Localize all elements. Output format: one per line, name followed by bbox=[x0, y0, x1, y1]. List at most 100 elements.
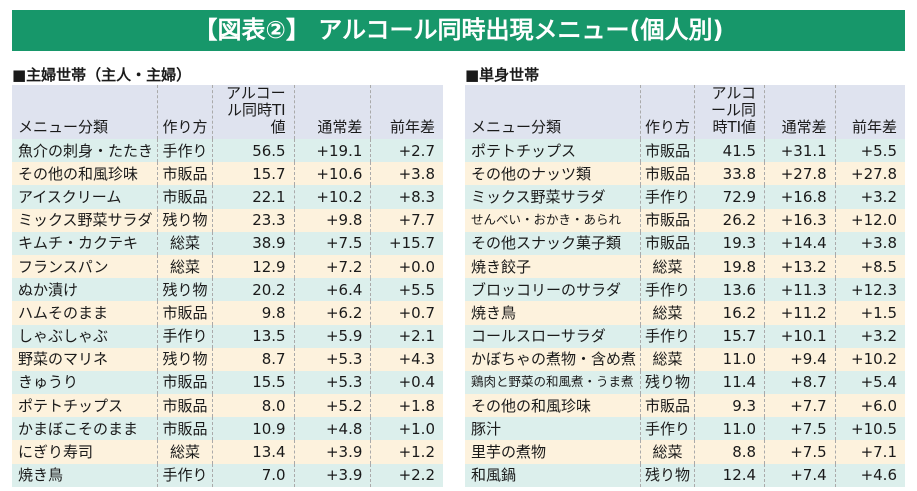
yoy-diff-cell: +5.5 bbox=[834, 139, 905, 163]
single-household-table: メニュー分類 作り方 アルコール同時TI値 通常差 前年差 ポテトチップス 市販品 41.5 +… bbox=[465, 85, 905, 487]
ti-value-cell: 12.4 bbox=[694, 463, 765, 487]
normal-diff-cell: +5.3 bbox=[293, 370, 371, 395]
yoy-diff-cell: +15.7 bbox=[370, 231, 443, 255]
yoy-diff-cell: +0.4 bbox=[370, 370, 443, 395]
ti-value-cell: 11.0 bbox=[694, 347, 765, 371]
column-header: 前年差 bbox=[834, 85, 905, 139]
normal-diff-cell: +9.8 bbox=[293, 208, 371, 232]
normal-diff-cell: +3.9 bbox=[293, 440, 371, 464]
table-row: 野菜のマリネ 残り物 8.7 +5.3 +4.3 bbox=[12, 347, 443, 371]
yoy-diff-cell: +10.2 bbox=[834, 347, 905, 371]
column-header: 通常差 bbox=[293, 85, 371, 139]
yoy-diff-cell: +0.7 bbox=[370, 301, 443, 325]
table-row: その他の和風珍味 市販品 9.3 +7.7 +6.0 bbox=[465, 394, 905, 418]
yoy-diff-cell: +3.2 bbox=[834, 185, 905, 209]
method-cell: 手作り bbox=[157, 139, 213, 163]
table-row: コールスローサラダ 手作り 15.7 +10.1 +3.2 bbox=[465, 324, 905, 348]
method-cell: 総菜 bbox=[640, 301, 695, 325]
ti-value-cell: 7.0 bbox=[211, 463, 295, 487]
table-row: ミックス野菜サラダ 残り物 23.3 +9.8 +7.7 bbox=[12, 208, 443, 232]
menu-name-cell: 野菜のマリネ bbox=[12, 347, 158, 371]
normal-diff-cell: +3.9 bbox=[293, 463, 371, 487]
menu-name-cell: 焼き餃子 bbox=[465, 254, 641, 279]
table-row: ポテトチップス 市販品 8.0 +5.2 +1.8 bbox=[12, 394, 443, 418]
table-row: アイスクリーム 市販品 22.1 +10.2 +8.3 bbox=[12, 185, 443, 209]
table-row: その他のナッツ類 市販品 33.8 +27.8 +27.8 bbox=[465, 162, 905, 186]
ti-value-cell: 16.2 bbox=[694, 301, 765, 325]
yoy-diff-cell: +27.8 bbox=[834, 162, 905, 186]
yoy-diff-cell: +1.8 bbox=[370, 394, 443, 418]
table-row: キムチ・カクテキ 総菜 38.9 +7.5 +15.7 bbox=[12, 231, 443, 255]
normal-diff-cell: +16.8 bbox=[764, 185, 836, 209]
normal-diff-cell: +31.1 bbox=[764, 139, 836, 163]
table-row: 鶏肉と野菜の和風煮・うま煮 残り物 11.4 +8.7 +5.4 bbox=[465, 370, 905, 395]
column-header: アルコール同時TI値 bbox=[211, 85, 295, 139]
housewife-household-table: メニュー分類 作り方 アルコール同時TI値 通常差 前年差 魚介の刺身・たたき 手作り 56.… bbox=[12, 85, 443, 487]
yoy-diff-cell: +1.0 bbox=[370, 417, 443, 441]
ti-value-cell: 9.8 bbox=[211, 301, 295, 325]
menu-name-cell: ハムそのまま bbox=[12, 301, 158, 325]
ti-value-cell: 72.9 bbox=[694, 185, 765, 209]
method-cell: 総菜 bbox=[157, 231, 213, 255]
method-cell: 手作り bbox=[640, 185, 695, 209]
column-header: 作り方 bbox=[157, 85, 213, 139]
yoy-diff-cell: +1.2 bbox=[370, 440, 443, 464]
normal-diff-cell: +6.2 bbox=[293, 301, 371, 325]
normal-diff-cell: +7.4 bbox=[764, 463, 836, 487]
ti-value-cell: 8.0 bbox=[211, 394, 295, 418]
method-cell: 市販品 bbox=[157, 162, 213, 186]
ti-value-cell: 11.0 bbox=[694, 417, 765, 441]
table-row: ハムそのまま 市販品 9.8 +6.2 +0.7 bbox=[12, 301, 443, 325]
ti-value-cell: 33.8 bbox=[694, 162, 765, 186]
menu-name-cell: その他の和風珍味 bbox=[465, 394, 641, 418]
menu-name-cell: せんべい・おかき・あられ bbox=[465, 208, 641, 232]
normal-diff-cell: +11.3 bbox=[764, 278, 836, 302]
table-row: 里芋の煮物 総菜 8.8 +7.5 +7.1 bbox=[465, 440, 905, 464]
menu-name-cell: 焼き鳥 bbox=[12, 463, 158, 487]
menu-name-cell: 里芋の煮物 bbox=[465, 440, 641, 464]
menu-name-cell: ブロッコリーのサラダ bbox=[465, 278, 641, 302]
yoy-diff-cell: +3.8 bbox=[370, 162, 443, 186]
table-row: その他スナック菓子類 市販品 19.3 +14.4 +3.8 bbox=[465, 231, 905, 255]
menu-name-cell: アイスクリーム bbox=[12, 185, 158, 209]
menu-name-cell: キムチ・カクテキ bbox=[12, 231, 158, 255]
method-cell: 総菜 bbox=[640, 347, 695, 371]
yoy-diff-cell: +5.5 bbox=[370, 278, 443, 302]
table-row: 焼き鳥 手作り 7.0 +3.9 +2.2 bbox=[12, 463, 443, 487]
ti-value-cell: 13.5 bbox=[211, 324, 295, 348]
menu-name-cell: しゃぶしゃぶ bbox=[12, 324, 158, 348]
table-row: 魚介の刺身・たたき 手作り 56.5 +19.1 +2.7 bbox=[12, 139, 443, 163]
method-cell: 市販品 bbox=[640, 139, 695, 163]
normal-diff-cell: +9.4 bbox=[764, 347, 836, 371]
method-cell: 市販品 bbox=[157, 394, 213, 418]
yoy-diff-cell: +2.7 bbox=[370, 139, 443, 163]
table-row: ブロッコリーのサラダ 手作り 13.6 +11.3 +12.3 bbox=[465, 278, 905, 302]
method-cell: 総菜 bbox=[640, 254, 695, 279]
ti-value-cell: 38.9 bbox=[211, 231, 295, 255]
ti-value-cell: 10.9 bbox=[211, 417, 295, 441]
ti-value-cell: 19.8 bbox=[694, 254, 765, 279]
method-cell: 残り物 bbox=[640, 463, 695, 487]
table-row: にぎり寿司 総菜 13.4 +3.9 +1.2 bbox=[12, 440, 443, 464]
menu-name-cell: かまぼこそのまま bbox=[12, 417, 158, 441]
ti-value-cell: 23.3 bbox=[211, 208, 295, 232]
menu-name-cell: きゅうり bbox=[12, 370, 158, 395]
yoy-diff-cell: +7.7 bbox=[370, 208, 443, 232]
method-cell: 市販品 bbox=[640, 231, 695, 255]
column-header: 作り方 bbox=[640, 85, 695, 139]
table-row: 焼き鳥 総菜 16.2 +11.2 +1.5 bbox=[465, 301, 905, 325]
normal-diff-cell: +13.2 bbox=[764, 254, 836, 279]
normal-diff-cell: +5.2 bbox=[293, 394, 371, 418]
menu-name-cell: コールスローサラダ bbox=[465, 324, 641, 348]
table-row: かぼちゃの煮物・含め煮 総菜 11.0 +9.4 +10.2 bbox=[465, 347, 905, 371]
method-cell: 市販品 bbox=[157, 370, 213, 395]
table-row: ミックス野菜サラダ 手作り 72.9 +16.8 +3.2 bbox=[465, 185, 905, 209]
menu-name-cell: 和風鍋 bbox=[465, 463, 641, 487]
yoy-diff-cell: +2.2 bbox=[370, 463, 443, 487]
menu-name-cell: かぼちゃの煮物・含め煮 bbox=[465, 347, 641, 371]
ti-value-cell: 9.3 bbox=[694, 394, 765, 418]
table-row: 和風鍋 残り物 12.4 +7.4 +4.6 bbox=[465, 463, 905, 487]
normal-diff-cell: +19.1 bbox=[293, 139, 371, 163]
table-row: きゅうり 市販品 15.5 +5.3 +0.4 bbox=[12, 370, 443, 395]
ti-value-cell: 22.1 bbox=[211, 185, 295, 209]
